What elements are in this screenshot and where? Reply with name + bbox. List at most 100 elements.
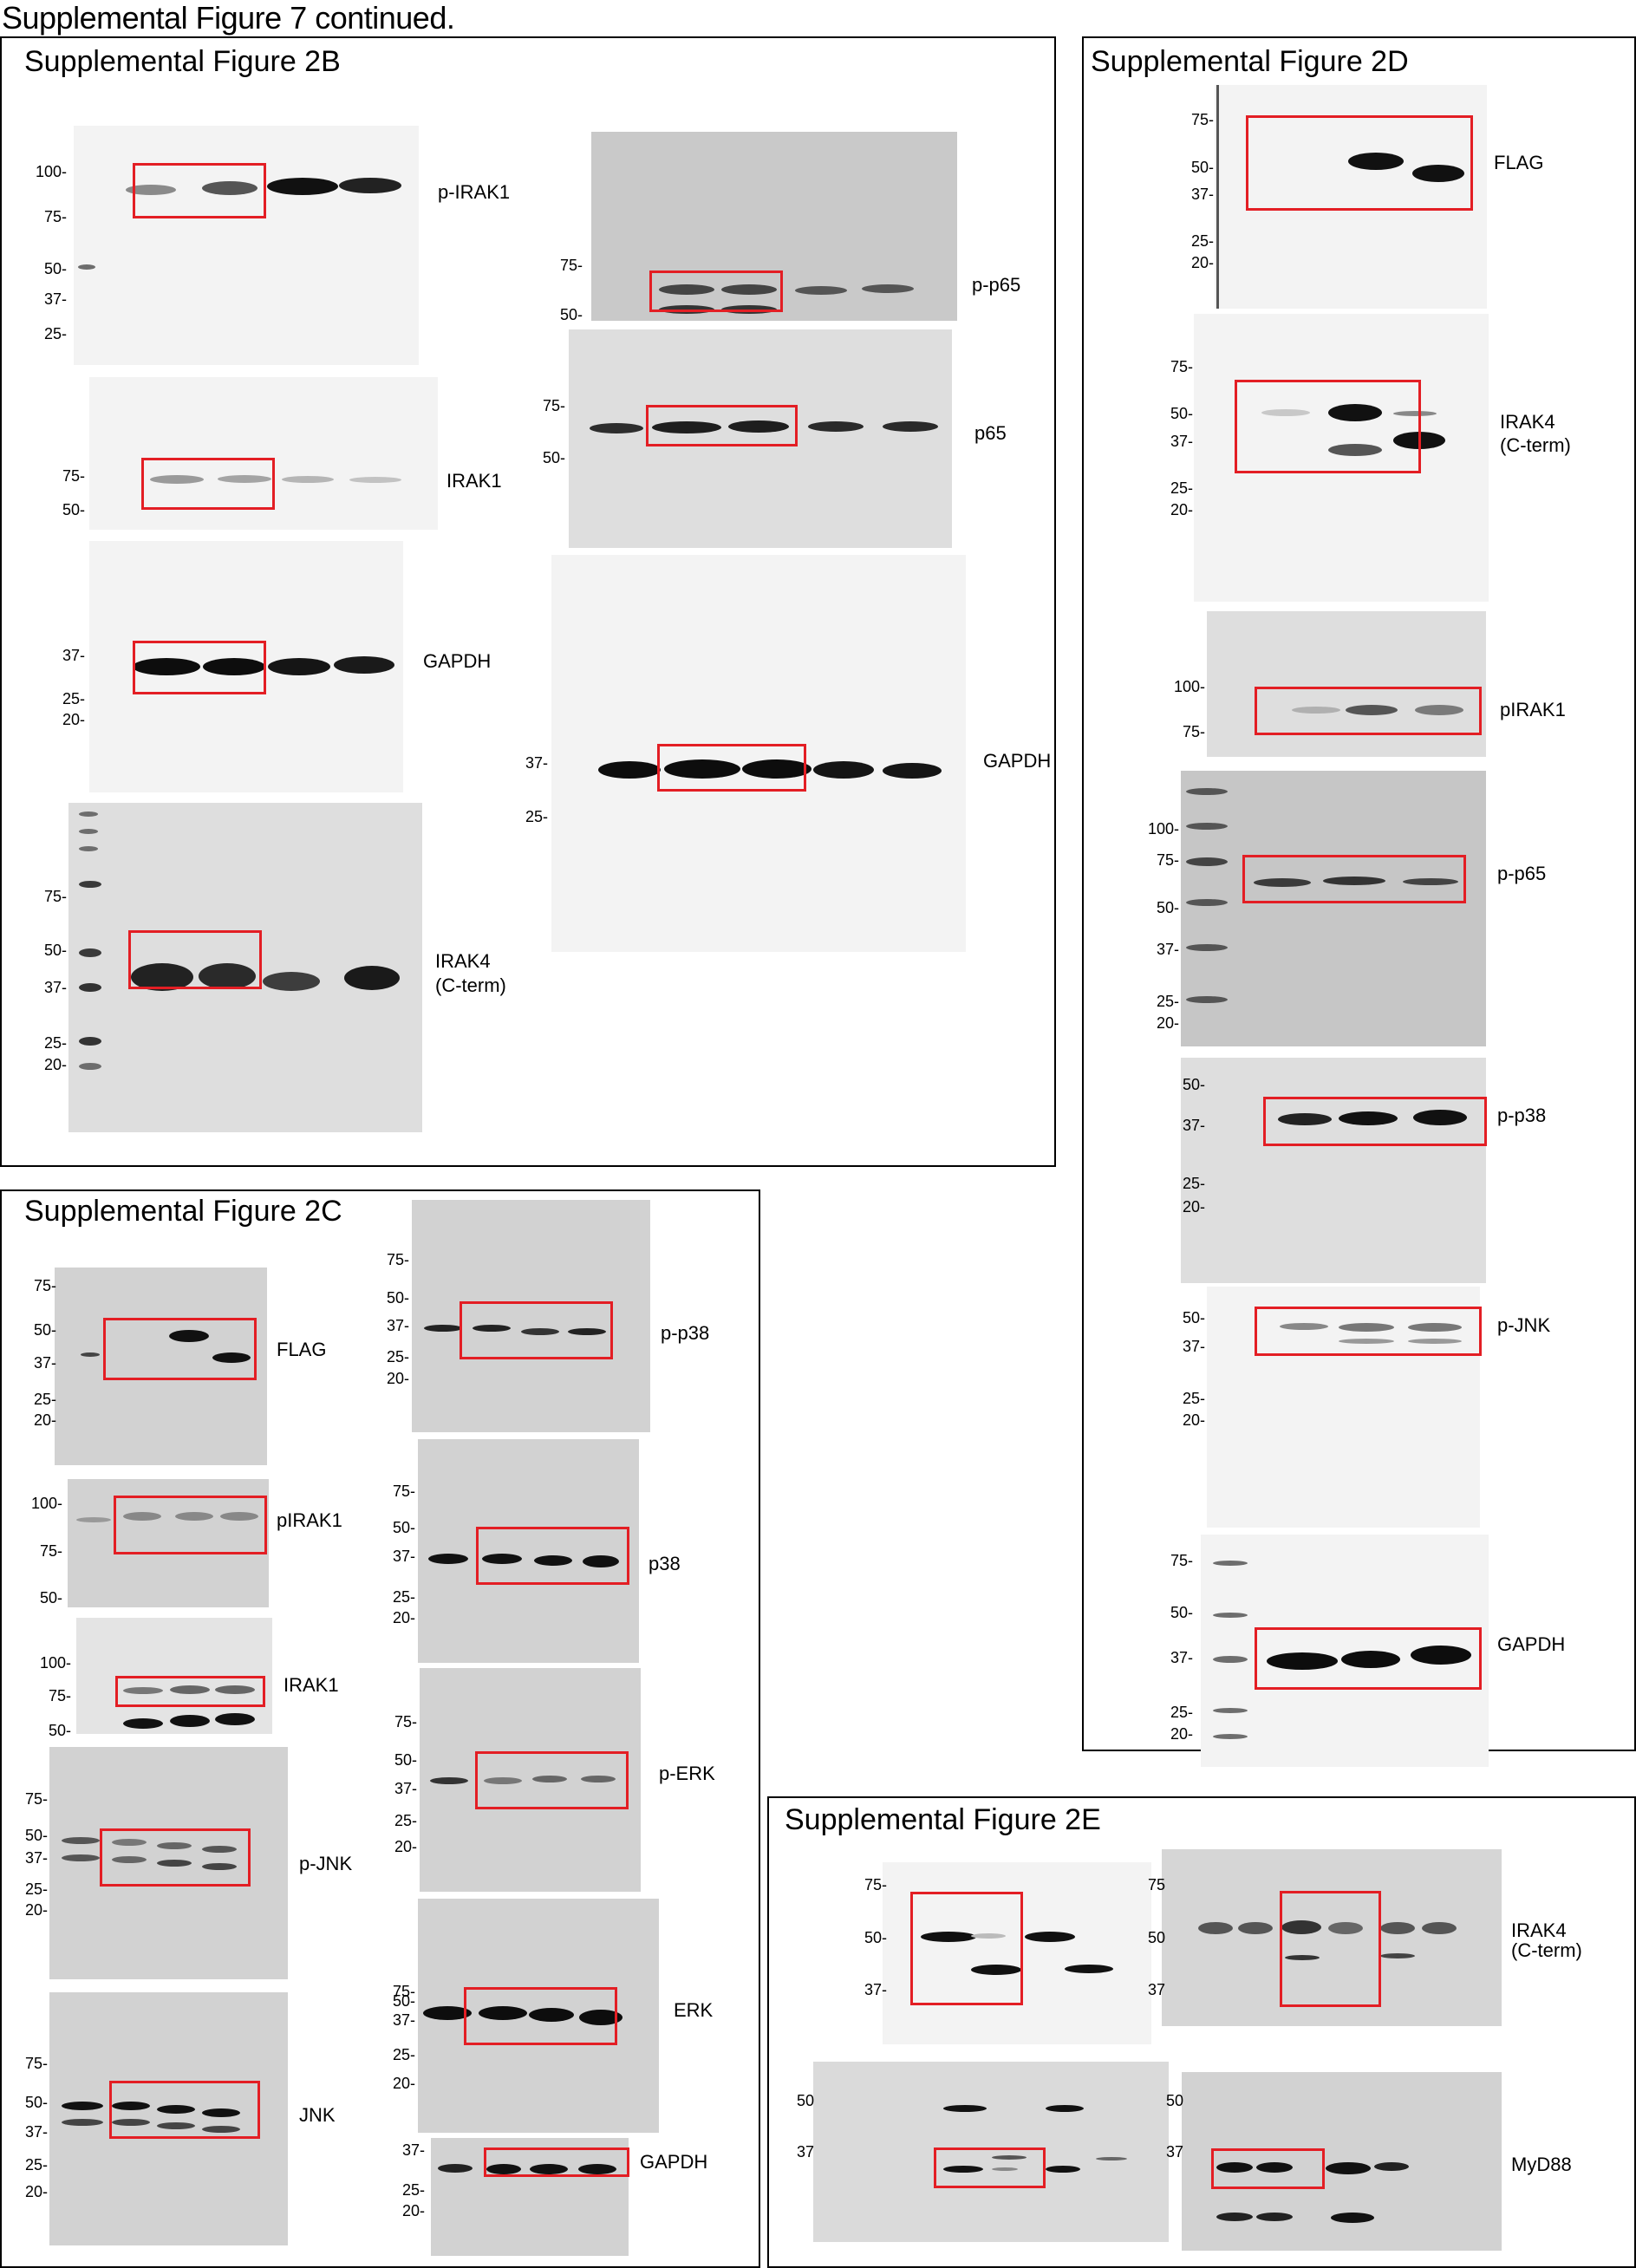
protein-band bbox=[199, 963, 256, 989]
ladder-band bbox=[1186, 944, 1228, 951]
protein-band bbox=[1216, 2213, 1253, 2221]
mw-marker-label: 25- bbox=[62, 690, 85, 707]
mw-marker-label: 37- bbox=[1170, 1649, 1193, 1666]
highlight-box bbox=[1246, 115, 1473, 211]
protein-band bbox=[1413, 1110, 1467, 1125]
protein-band bbox=[1328, 444, 1382, 456]
label-p-jnk: p-JNK bbox=[1497, 1314, 1551, 1336]
protein-band bbox=[267, 178, 338, 195]
protein-band bbox=[282, 476, 334, 483]
blot-2d-flag bbox=[1215, 85, 1487, 309]
mw-marker-label: 50 bbox=[1165, 2092, 1183, 2109]
protein-band bbox=[484, 1777, 522, 1784]
mw-marker-label: 50- bbox=[48, 1722, 71, 1739]
protein-band bbox=[170, 1685, 210, 1694]
mw-marker-label: 20- bbox=[1170, 501, 1193, 518]
highlight-box bbox=[141, 458, 275, 510]
label-irak1: IRAK1 bbox=[284, 1674, 339, 1696]
protein-band bbox=[534, 1555, 572, 1566]
mw-marker-label: 50- bbox=[1170, 405, 1193, 422]
protein-band bbox=[123, 1718, 163, 1729]
highlight-box bbox=[103, 1318, 257, 1380]
protein-band bbox=[202, 2108, 240, 2117]
protein-band bbox=[1331, 2213, 1374, 2223]
ladder-band bbox=[79, 1063, 101, 1070]
mw-marker-label: 50- bbox=[1182, 1309, 1205, 1326]
protein-band bbox=[215, 1685, 255, 1694]
blot-2b-gapdh-left bbox=[89, 541, 403, 792]
protein-band bbox=[133, 658, 200, 675]
mw-marker-label: 20- bbox=[24, 1901, 48, 1919]
protein-band bbox=[652, 421, 721, 433]
protein-band bbox=[1422, 1922, 1457, 1934]
mw-marker-label: 20- bbox=[43, 1056, 67, 1073]
mw-marker-label: 50- bbox=[394, 1751, 417, 1769]
protein-band bbox=[579, 2010, 622, 2025]
protein-band bbox=[1267, 1652, 1338, 1670]
panel-2d-title: Supplemental Figure 2D bbox=[1091, 45, 1409, 78]
mw-marker-label: 20- bbox=[62, 711, 85, 728]
label-flag: FLAG bbox=[277, 1339, 327, 1360]
mw-marker-label: 37 bbox=[1165, 2143, 1183, 2160]
protein-band bbox=[529, 2008, 574, 2022]
protein-band bbox=[112, 2119, 150, 2126]
label-p-p38: p-p38 bbox=[661, 1322, 710, 1344]
protein-band bbox=[943, 2105, 987, 2112]
panel-2b-title: Supplemental Figure 2B bbox=[24, 45, 341, 78]
mw-marker-label: 20- bbox=[1182, 1198, 1205, 1215]
highlight-box bbox=[460, 1301, 613, 1359]
protein-band bbox=[215, 1713, 255, 1725]
mw-marker-label: 20- bbox=[33, 1411, 56, 1429]
mw-marker-label: 75- bbox=[1182, 723, 1205, 740]
ladder-band bbox=[1213, 1734, 1248, 1739]
highlight-box bbox=[1263, 1097, 1487, 1146]
protein-band bbox=[1348, 153, 1404, 170]
mw-marker-label: 37- bbox=[864, 1981, 887, 1998]
protein-band bbox=[126, 185, 176, 195]
highlight-box bbox=[115, 1676, 265, 1707]
highlight-box bbox=[934, 2147, 1046, 2188]
protein-band bbox=[992, 2155, 1027, 2160]
protein-band bbox=[81, 1352, 100, 1357]
blot-2c-jnk bbox=[49, 1992, 288, 2245]
blot-2c-pirak1 bbox=[68, 1479, 269, 1607]
mw-marker-label: 75- bbox=[39, 1542, 62, 1560]
mw-marker-label: 75- bbox=[1170, 358, 1193, 375]
protein-band bbox=[157, 2105, 195, 2114]
mw-marker-label: 100- bbox=[1147, 820, 1179, 837]
protein-band bbox=[339, 178, 401, 193]
protein-band bbox=[1380, 1922, 1415, 1934]
highlight-box bbox=[1235, 380, 1421, 473]
ladder-band bbox=[1186, 788, 1228, 795]
label-myd88: MyD88 bbox=[1511, 2154, 1572, 2175]
protein-band bbox=[862, 284, 914, 293]
mw-marker-label: 25- bbox=[43, 1034, 67, 1052]
label-irak4: IRAK4 bbox=[1511, 1919, 1567, 1941]
label-gapdh-cut: GAPDH bbox=[983, 750, 1052, 772]
highlight-box bbox=[109, 2081, 260, 2139]
mw-marker-label: 25- bbox=[33, 1391, 56, 1408]
protein-band bbox=[131, 963, 193, 991]
protein-band bbox=[795, 286, 847, 295]
mw-marker-label: 75- bbox=[33, 1277, 56, 1294]
protein-band bbox=[123, 1687, 163, 1694]
mw-marker-label: 50- bbox=[542, 449, 565, 466]
mw-marker-label: 75- bbox=[43, 888, 67, 905]
ladder-band bbox=[79, 881, 101, 888]
mw-marker-label: 37- bbox=[1182, 1117, 1205, 1134]
mw-marker-label: 37 bbox=[796, 2143, 814, 2160]
mw-marker-label: 75- bbox=[386, 1251, 409, 1268]
highlight-box bbox=[1255, 1627, 1482, 1690]
label-jnk: JNK bbox=[299, 2104, 336, 2126]
mw-marker-label: 50- bbox=[33, 1321, 56, 1339]
highlight-box bbox=[657, 744, 806, 792]
mw-marker-label: 75- bbox=[24, 1790, 48, 1808]
protein-band bbox=[1046, 2166, 1080, 2173]
mw-marker-label: 20- bbox=[1182, 1411, 1205, 1429]
mw-marker-label: 25- bbox=[43, 325, 67, 342]
mw-marker-label: 20- bbox=[401, 2202, 425, 2219]
protein-band bbox=[1281, 1920, 1321, 1934]
label-gapdh: GAPDH bbox=[423, 650, 492, 672]
label-pirak1: pIRAK1 bbox=[1500, 699, 1566, 720]
protein-band bbox=[1339, 1111, 1398, 1125]
